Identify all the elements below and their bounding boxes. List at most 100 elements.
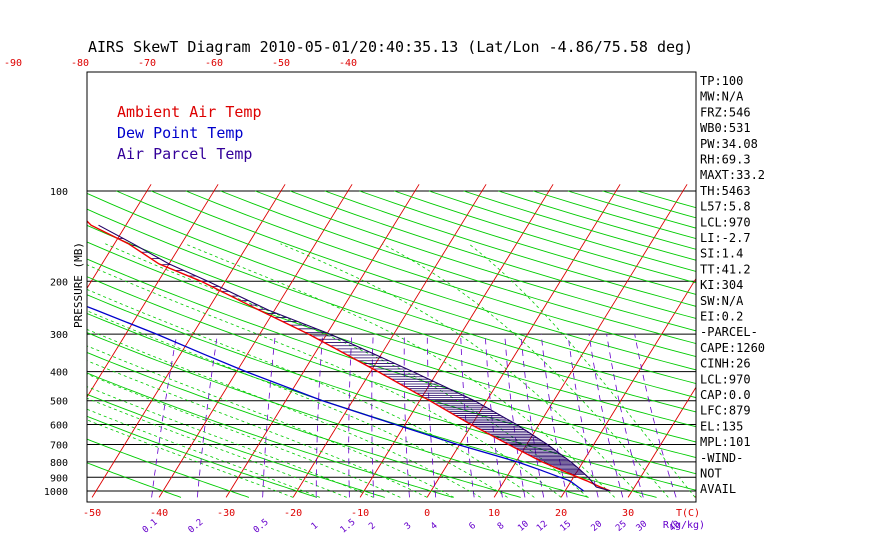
isotherm-line [292, 184, 487, 498]
bottom-temp-tick-label: -10 [351, 508, 369, 519]
bottom-temp-tick-label: 10 [488, 508, 500, 519]
mixing-ratio-line [151, 334, 178, 498]
mixing-ratio-tick-label: 8 [496, 521, 507, 532]
mixing-ratio-tick-label: 15 [559, 519, 574, 534]
isotherm-line [829, 184, 870, 497]
ambient-temp-profile-line [87, 220, 611, 492]
index-value: EL:135 [700, 419, 743, 433]
bottom-temp-tick-label: 0 [424, 508, 430, 519]
mixing-ratio-tick-label: 12 [535, 519, 550, 534]
dewpoint-profile-line [87, 305, 585, 492]
top-temp-tick-label: -90 [4, 58, 22, 69]
moist-adiabat-line [105, 243, 589, 498]
top-temp-tick-label: -40 [339, 58, 357, 69]
dry-adiabat-line [87, 393, 385, 498]
mixing-ratio-tick-label: 1 [310, 521, 321, 532]
moist-adiabat-line [468, 243, 696, 498]
isotherm-line [87, 184, 152, 290]
axis-tick-labels: 1002003004005006007008009001000-120-110-… [4, 58, 705, 536]
pressure-tick-label: 600 [50, 420, 68, 431]
index-value: PW:34.08 [700, 137, 758, 151]
bottom-temp-tick-label: 30 [622, 508, 634, 519]
index-value: TH:5463 [700, 184, 751, 198]
isotherm-line [762, 184, 870, 497]
moist-adiabat-line [87, 328, 481, 498]
index-value: FRZ:546 [700, 105, 751, 119]
isotherm-line [359, 184, 554, 498]
moist-adiabat-line [87, 310, 508, 498]
index-value: LCL:970 [700, 372, 751, 386]
mixing-ratio-tick-label: 25 [614, 519, 629, 534]
bottom-temp-tick-label: -30 [217, 508, 235, 519]
dry-adiabat-line [87, 294, 696, 491]
dry-adiabat-line [151, 190, 696, 371]
mixing-ratio-line [567, 334, 599, 498]
mixing-ratio-tick-label: 2 [367, 521, 378, 532]
mixing-ratio-line [588, 334, 624, 498]
index-value: NOT [700, 467, 722, 481]
bottom-temp-tick-label: 20 [555, 508, 567, 519]
dry-adiabat-line [87, 438, 250, 498]
top-temp-tick-label: -50 [272, 58, 290, 69]
mixing-ratio-line [606, 334, 644, 498]
pressure-tick-label: 300 [50, 330, 68, 341]
dry-adiabat-line [255, 190, 696, 332]
index-value: -WIND- [700, 451, 743, 465]
index-value: AVAIL [700, 482, 736, 496]
index-value: TT:41.2 [700, 262, 751, 276]
mixing-ratio-tick-label: 4 [429, 521, 440, 532]
mixing-ratio-tick-label: 6 [468, 521, 479, 532]
dry-adiabat-line [116, 190, 696, 385]
mixing-ratio-line [634, 334, 677, 498]
dry-adiabat-line [87, 241, 696, 443]
legend: Ambient Air Temp Dew Point Temp Air Parcel… [117, 103, 262, 163]
index-value: SI:1.4 [700, 247, 743, 261]
index-value: RH:69.3 [700, 153, 751, 167]
index-value: LI:-2.7 [700, 231, 751, 245]
index-value: EI:0.2 [700, 310, 743, 324]
mixing-ratio-line [262, 334, 276, 498]
index-value: WB0:531 [700, 121, 751, 135]
moist-adiabat-line [87, 360, 428, 498]
isotherm-line [0, 184, 17, 497]
top-temp-tick-label: -60 [205, 58, 223, 69]
index-value: LCL:970 [700, 215, 751, 229]
y-axis-label: PRESSURE (MB) [72, 242, 85, 328]
index-value: L57:5.8 [700, 200, 751, 214]
pressure-tick-label: 900 [50, 473, 68, 484]
mixing-ratio-tick-label: 0.5 [252, 517, 271, 535]
legend-entry: Dew Point Temp [117, 124, 243, 142]
index-value: LFC:879 [700, 404, 751, 418]
mixing-ratio-unit-label: R(g/kg) [663, 520, 705, 531]
isotherm-line [91, 184, 286, 498]
pressure-tick-label: 500 [50, 397, 68, 408]
mixing-ratio-line [196, 334, 218, 498]
plot-area [0, 184, 870, 498]
pressure-tick-label: 100 [50, 187, 68, 198]
index-value: MAXT:33.2 [700, 168, 765, 182]
isotherm-line [560, 277, 696, 498]
mixing-ratio-line [403, 334, 410, 498]
mixing-ratio-line [348, 334, 353, 498]
moist-adiabat-line [87, 264, 562, 498]
moist-adiabat-line [87, 419, 294, 498]
dry-adiabat-line [87, 415, 318, 498]
index-value: CAP:0.0 [700, 388, 751, 402]
pressure-tick-label: 700 [50, 441, 68, 452]
mixing-ratio-tick-label: 1.5 [339, 517, 358, 535]
isotherm-line [87, 184, 219, 398]
bottom-temp-tick-label: -40 [150, 508, 168, 519]
mixing-ratio-line [426, 334, 437, 498]
pressure-tick-label: 400 [50, 368, 68, 379]
mixing-ratio-tick-label: 3 [403, 521, 414, 532]
dry-adiabat-line [87, 351, 521, 498]
pressure-tick-label: 200 [50, 277, 68, 288]
moist-adiabat-line [184, 243, 615, 498]
dry-adiabat-line [220, 190, 696, 345]
top-temp-tick-label: -80 [71, 58, 89, 69]
pressure-tick-label: 800 [50, 458, 68, 469]
index-value: TP:100 [700, 74, 743, 88]
index-value: MPL:101 [700, 435, 751, 449]
index-value: MW:N/A [700, 90, 744, 104]
